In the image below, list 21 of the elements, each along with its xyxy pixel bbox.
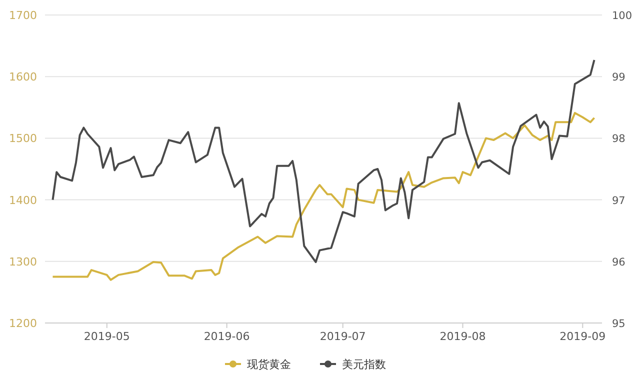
y-tick-label: 1300: [9, 255, 37, 268]
y-tick-label: 1200: [9, 317, 37, 330]
y-tick-label: 1500: [9, 132, 37, 146]
y-tick-label: 1600: [9, 70, 37, 84]
y2-tick-label: 96: [612, 256, 626, 268]
y-tick-label: 1400: [9, 194, 37, 207]
y2-tick-label: 98: [612, 133, 626, 146]
x-tick-label: 2019-07: [320, 330, 366, 343]
legend-label: 美元指数: [342, 358, 386, 371]
x-tick-label: 2019-08: [440, 330, 486, 343]
y-tick-label: 1700: [9, 9, 37, 22]
y2-tick-label: 99: [612, 72, 626, 84]
legend-label: 现货黄金: [247, 358, 291, 371]
y2-tick-label: 100: [612, 10, 632, 22]
line-series: [52, 58, 596, 264]
x-tick-label: 2019-06: [204, 330, 250, 343]
line-series: [52, 112, 596, 281]
y2-tick-label: 97: [612, 194, 626, 207]
y2-tick-label: 95: [612, 318, 626, 330]
x-tick-label: 2019-05: [84, 330, 130, 343]
x-tick-label: 2019-09: [560, 330, 606, 343]
